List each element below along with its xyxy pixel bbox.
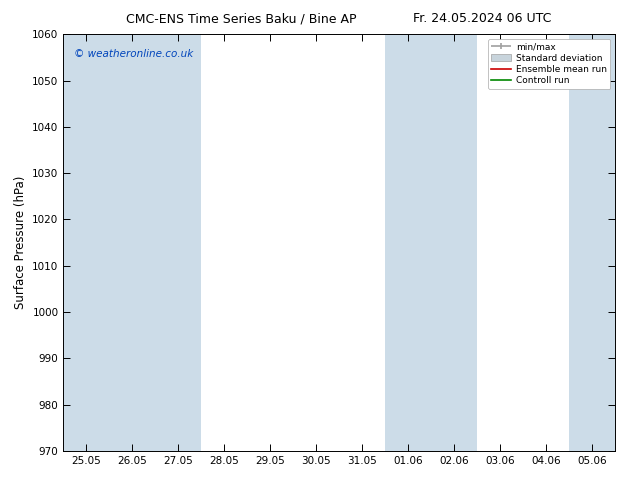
- Text: Fr. 24.05.2024 06 UTC: Fr. 24.05.2024 06 UTC: [413, 12, 551, 25]
- Bar: [63, 34, 202, 451]
- Y-axis label: Surface Pressure (hPa): Surface Pressure (hPa): [14, 176, 27, 309]
- Bar: [385, 34, 477, 451]
- Text: © weatheronline.co.uk: © weatheronline.co.uk: [74, 49, 193, 59]
- Text: CMC-ENS Time Series Baku / Bine AP: CMC-ENS Time Series Baku / Bine AP: [126, 12, 356, 25]
- Bar: [569, 34, 615, 451]
- Legend: min/max, Standard deviation, Ensemble mean run, Controll run: min/max, Standard deviation, Ensemble me…: [488, 39, 611, 89]
